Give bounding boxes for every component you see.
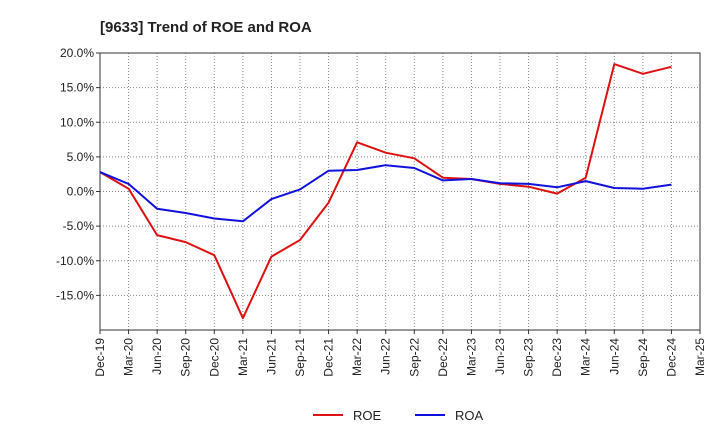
chart-title: [9633] Trend of ROE and ROA	[100, 19, 312, 36]
x-tick-label: Jun-23	[493, 338, 507, 375]
y-tick-label: 0.0%	[67, 185, 95, 199]
x-tick-label: Jun-22	[379, 338, 393, 375]
x-tick-label: Dec-23	[550, 338, 564, 377]
y-tick-label: 5.0%	[67, 150, 95, 164]
x-tick-label: Dec-24	[664, 338, 678, 377]
legend-label-roa: ROA	[455, 408, 484, 423]
y-tick-label: 10.0%	[60, 115, 94, 129]
x-tick-label: Mar-20	[122, 338, 136, 376]
x-tick-label: Mar-23	[464, 338, 478, 376]
x-tick-label: Dec-19	[93, 338, 107, 377]
x-tick-label: Jun-21	[264, 338, 278, 375]
x-tick-label: Sep-24	[636, 338, 650, 377]
x-tick-label: Sep-20	[179, 338, 193, 377]
y-tick-label: 20.0%	[60, 46, 94, 60]
series-line-roa	[99, 164, 672, 223]
legend-label-roe: ROE	[353, 408, 382, 423]
x-tick-label: Dec-20	[207, 338, 221, 377]
y-tick-label: 15.0%	[60, 81, 94, 95]
x-tick-label: Mar-24	[579, 338, 593, 376]
y-tick-label: -10.0%	[56, 254, 94, 268]
x-tick-label: Dec-21	[322, 338, 336, 377]
x-tick-label: Sep-21	[293, 338, 307, 377]
series-lines	[99, 63, 672, 320]
x-tick-label: Mar-22	[350, 338, 364, 376]
x-tick-label: Sep-23	[522, 338, 536, 377]
y-tick-label: -15.0%	[56, 288, 94, 302]
grid	[100, 53, 700, 330]
axes: 20.0% 15.0% 10.0% 5.0% 0.0% -5.0% -10.0% -15.0%…	[56, 46, 707, 377]
x-tick-label: Sep-22	[407, 338, 421, 377]
y-tick-label: -5.0%	[63, 219, 95, 233]
x-tick-label: Mar-25	[693, 338, 707, 376]
x-tick-label: Jun-20	[150, 338, 164, 375]
x-tick-label: Dec-22	[436, 338, 450, 377]
legend: ROE ROA	[313, 408, 484, 423]
x-tick-label: Jun-24	[607, 338, 621, 375]
x-tick-label: Mar-21	[236, 338, 250, 376]
